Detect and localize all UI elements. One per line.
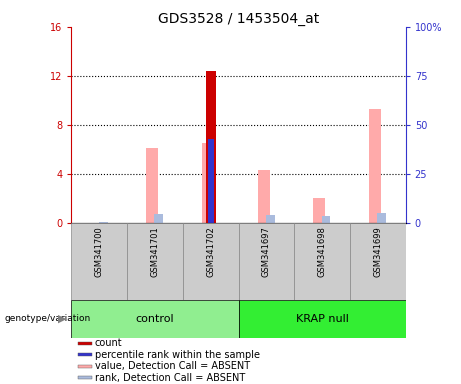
Text: genotype/variation: genotype/variation (5, 314, 91, 323)
Text: GSM341700: GSM341700 (95, 227, 104, 277)
Text: GSM341699: GSM341699 (373, 227, 382, 277)
Text: GSM341697: GSM341697 (262, 227, 271, 277)
Bar (238, 223, 294, 300)
Bar (369, 109, 381, 223)
Bar (78, 342, 92, 345)
Bar (294, 223, 350, 300)
Bar (146, 148, 159, 223)
Bar (238, 300, 406, 338)
Bar (208, 139, 213, 223)
Bar (99, 222, 108, 223)
Bar (350, 223, 406, 300)
Text: control: control (136, 314, 174, 324)
Bar (127, 223, 183, 300)
Text: count: count (95, 338, 122, 348)
Bar (206, 71, 216, 223)
Text: rank, Detection Call = ABSENT: rank, Detection Call = ABSENT (95, 373, 245, 383)
Text: KRAP null: KRAP null (296, 314, 349, 324)
Text: ▶: ▶ (59, 314, 67, 324)
Bar (71, 300, 239, 338)
Bar (78, 353, 92, 356)
Text: GSM341702: GSM341702 (206, 227, 215, 277)
Bar (154, 215, 163, 223)
Text: value, Detection Call = ABSENT: value, Detection Call = ABSENT (95, 361, 250, 371)
Text: percentile rank within the sample: percentile rank within the sample (95, 350, 260, 360)
Bar (78, 376, 92, 379)
Bar (78, 365, 92, 368)
Bar (183, 223, 238, 300)
Bar (202, 143, 214, 223)
Bar (258, 170, 270, 223)
Bar (377, 214, 386, 223)
Text: GSM341698: GSM341698 (318, 227, 327, 277)
Title: GDS3528 / 1453504_at: GDS3528 / 1453504_at (158, 12, 319, 26)
Bar (313, 198, 325, 223)
Bar (322, 216, 331, 223)
Text: GSM341701: GSM341701 (150, 227, 160, 277)
Bar (266, 215, 275, 223)
Bar (71, 223, 127, 300)
